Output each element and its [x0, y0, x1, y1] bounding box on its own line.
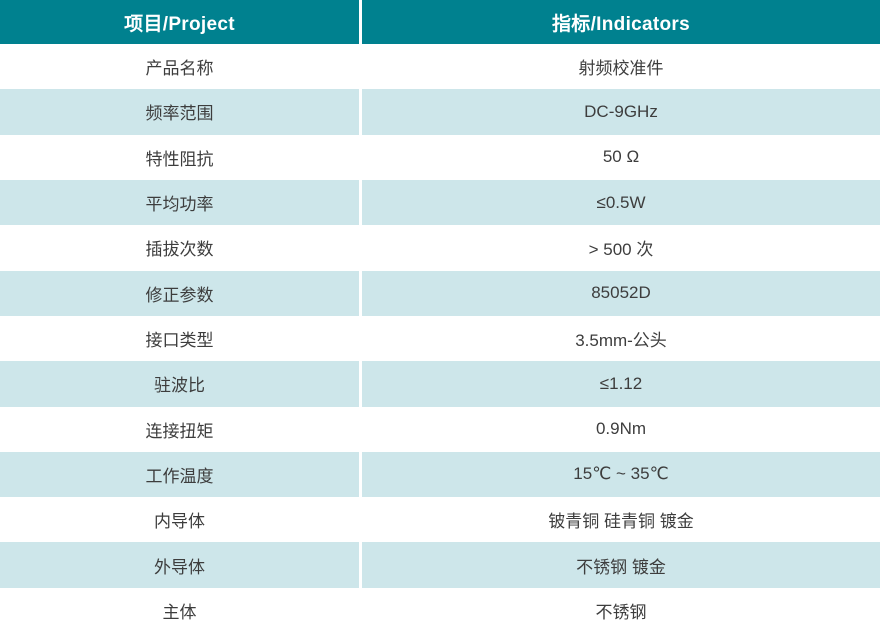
table-row: 产品名称 射频校准件	[0, 44, 880, 90]
table-row: 工作温度 15℃ ~ 35℃	[0, 451, 880, 498]
table-row: 内导体 铍青铜 硅青铜 镀金	[0, 497, 880, 543]
table-row: 驻波比 ≤1.12	[0, 361, 880, 407]
row-label: 工作温度	[0, 451, 359, 498]
row-value: ≤1.12	[362, 361, 880, 407]
table-body: 产品名称 射频校准件 频率范围 DC-9GHz 特性阻抗 50 Ω 平均功率 ≤0.5W 插拔次…	[0, 44, 880, 633]
row-label: 驻波比	[0, 361, 359, 407]
row-label: 连接扭矩	[0, 406, 359, 452]
table-row: 修正参数 85052D	[0, 270, 880, 316]
row-label: 产品名称	[0, 44, 359, 90]
table-row: 特性阻抗 50 Ω	[0, 134, 880, 180]
table-row: 连接扭矩 0.9Nm	[0, 406, 880, 452]
table-row: 主体 不锈钢	[0, 587, 880, 633]
table-row: 频率范围 DC-9GHz	[0, 89, 880, 135]
table-header-row: 项目/Project 指标/Indicators	[0, 0, 880, 44]
row-label: 频率范围	[0, 89, 359, 135]
table-row: 插拔次数 > 500 次	[0, 225, 880, 271]
row-label: 插拔次数	[0, 225, 359, 271]
row-label: 接口类型	[0, 315, 359, 362]
row-label: 平均功率	[0, 179, 359, 226]
row-value: 0.9Nm	[362, 406, 880, 452]
row-value: 不锈钢	[362, 587, 880, 633]
row-label: 内导体	[0, 497, 359, 543]
row-label: 特性阻抗	[0, 134, 359, 180]
table-row: 平均功率 ≤0.5W	[0, 179, 880, 226]
header-cell-project: 项目/Project	[0, 0, 359, 44]
row-label: 外导体	[0, 542, 359, 588]
row-value: 50 Ω	[362, 134, 880, 180]
table-row: 接口类型 3.5mm-公头	[0, 315, 880, 362]
row-value: ≤0.5W	[362, 179, 880, 226]
row-value: 不锈钢 镀金	[362, 542, 880, 588]
table-row: 外导体 不锈钢 镀金	[0, 542, 880, 588]
header-cell-indicators: 指标/Indicators	[362, 0, 880, 44]
row-value: 3.5mm-公头	[362, 315, 880, 362]
row-value: DC-9GHz	[362, 89, 880, 135]
row-label: 主体	[0, 587, 359, 633]
row-label: 修正参数	[0, 270, 359, 316]
row-value: > 500 次	[362, 225, 880, 271]
row-value: 射频校准件	[362, 44, 880, 90]
row-value: 85052D	[362, 270, 880, 316]
row-value: 铍青铜 硅青铜 镀金	[362, 497, 880, 543]
row-value: 15℃ ~ 35℃	[362, 451, 880, 498]
